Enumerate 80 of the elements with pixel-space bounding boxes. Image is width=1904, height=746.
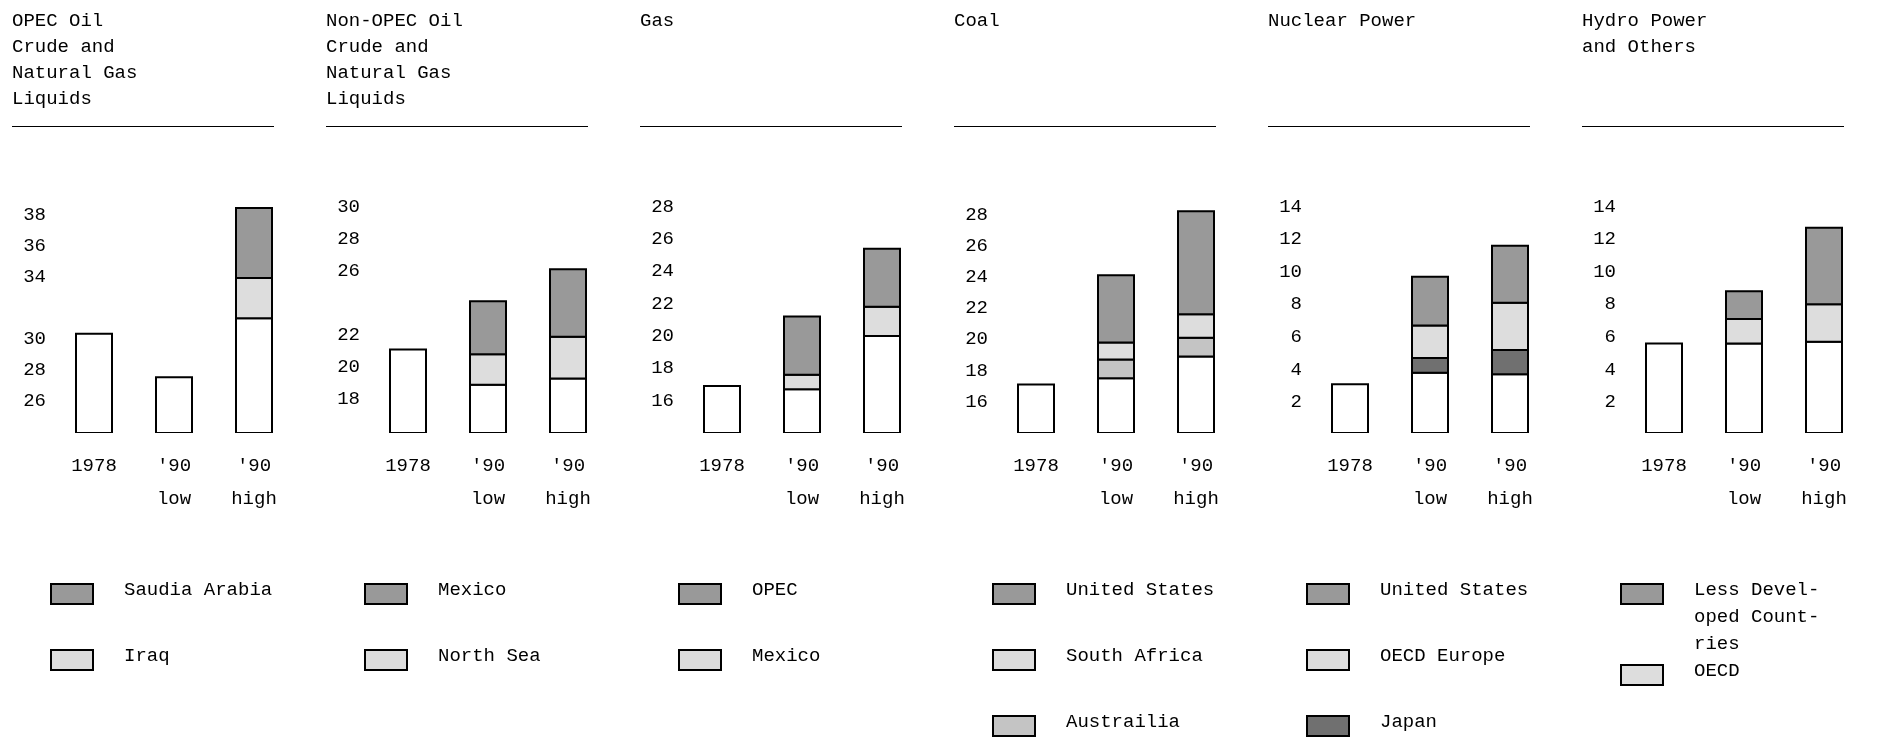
y-tick-label: 16 xyxy=(965,390,988,413)
legend-label: Japan xyxy=(1380,710,1438,735)
y-tick-label: 28 xyxy=(337,227,360,250)
x-tick-label: '90 low xyxy=(1098,455,1134,510)
y-tick-label: 28 xyxy=(651,195,674,218)
chart-title: Non-OPEC Oil Crude and Natural Gas Liquids xyxy=(326,9,464,112)
y-tick-label: 20 xyxy=(337,356,360,379)
legend-label: OECD Europe xyxy=(1380,644,1507,669)
y-tick-label: 30 xyxy=(23,327,46,350)
x-tick-label: '90 high xyxy=(545,455,591,510)
y-tick-label: 12 xyxy=(1593,228,1616,251)
y-tick-label: 6 xyxy=(1290,326,1302,349)
x-tick-label: '90 high xyxy=(1173,455,1219,510)
legend-label: Less Devel-oped Count-ries xyxy=(1694,578,1821,657)
x-tick-label: 1978 xyxy=(1641,455,1687,477)
x-tick-label: 1978 xyxy=(71,455,117,477)
legend-label: Mexico xyxy=(438,578,508,603)
x-tick-label: '90 high xyxy=(1487,455,1533,510)
chart-title: Nuclear Power xyxy=(1268,9,1417,34)
legend-label: Austrailia xyxy=(1066,710,1182,735)
x-tick-label: '90 low xyxy=(1726,455,1762,510)
y-tick-label: 24 xyxy=(651,260,674,283)
chart-title: Hydro Power and Others xyxy=(1582,9,1709,60)
legend-label: United States xyxy=(1380,578,1530,603)
x-tick-label: '90 low xyxy=(156,455,192,510)
bar xyxy=(1331,383,1369,433)
y-tick-label: 22 xyxy=(337,324,360,347)
y-tick-label: 20 xyxy=(965,328,988,351)
legend-label: United States xyxy=(1066,578,1216,603)
y-tick-label: 36 xyxy=(23,234,46,257)
y-tick-label: 18 xyxy=(651,357,674,380)
x-tick-label: 1978 xyxy=(1013,455,1059,477)
bar xyxy=(1645,342,1683,433)
y-tick-label: 14 xyxy=(1279,195,1302,218)
y-tick-label: 4 xyxy=(1604,358,1616,381)
legend-label: OPEC xyxy=(752,578,799,603)
legend-label: OECD xyxy=(1694,659,1741,684)
y-tick-label: 28 xyxy=(23,358,46,381)
y-tick-label: 26 xyxy=(23,389,46,412)
y-tick-label: 8 xyxy=(1604,293,1616,316)
y-tick-label: 16 xyxy=(651,389,674,412)
x-tick-label: '90 high xyxy=(231,455,277,510)
y-tick-label: 2 xyxy=(1290,391,1302,414)
legend-label: Saudia Arabia xyxy=(124,578,274,603)
y-tick-label: 18 xyxy=(337,388,360,411)
legend-label: North Sea xyxy=(438,644,542,669)
x-tick-label: 1978 xyxy=(385,455,431,477)
y-tick-label: 24 xyxy=(965,266,988,289)
y-tick-label: 26 xyxy=(651,228,674,251)
chart-title: Gas xyxy=(640,9,676,34)
legend-label: Mexico xyxy=(752,644,822,669)
y-tick-label: 30 xyxy=(337,195,360,218)
y-tick-label: 20 xyxy=(651,325,674,348)
y-tick-label: 2 xyxy=(1604,391,1616,414)
y-tick-label: 10 xyxy=(1593,260,1616,283)
x-tick-label: 1978 xyxy=(699,455,745,477)
y-tick-label: 26 xyxy=(965,234,988,257)
y-tick-label: 10 xyxy=(1279,260,1302,283)
y-tick-label: 18 xyxy=(965,359,988,382)
x-tick-label: '90 high xyxy=(859,455,905,510)
legend-label: Iraq xyxy=(124,644,171,669)
x-tick-label: 1978 xyxy=(1327,455,1373,477)
y-tick-label: 34 xyxy=(23,265,46,288)
x-tick-label: '90 low xyxy=(470,455,506,510)
y-tick-label: 26 xyxy=(337,259,360,282)
y-tick-label: 12 xyxy=(1279,228,1302,251)
x-tick-label: '90 low xyxy=(1412,455,1448,510)
y-tick-label: 22 xyxy=(651,292,674,315)
x-tick-label: '90 low xyxy=(784,455,820,510)
x-tick-label: '90 high xyxy=(1801,455,1847,510)
y-tick-label: 28 xyxy=(965,203,988,226)
y-tick-label: 14 xyxy=(1593,195,1616,218)
y-tick-label: 4 xyxy=(1290,358,1302,381)
chart-title: OPEC Oil Crude and Natural Gas Liquids xyxy=(12,9,139,112)
y-tick-label: 38 xyxy=(23,203,46,226)
y-tick-label: 22 xyxy=(965,297,988,320)
y-tick-label: 8 xyxy=(1290,293,1302,316)
chart-title: Coal xyxy=(954,9,1001,34)
y-tick-label: 6 xyxy=(1604,326,1616,349)
legend-label: South Africa xyxy=(1066,644,1204,669)
